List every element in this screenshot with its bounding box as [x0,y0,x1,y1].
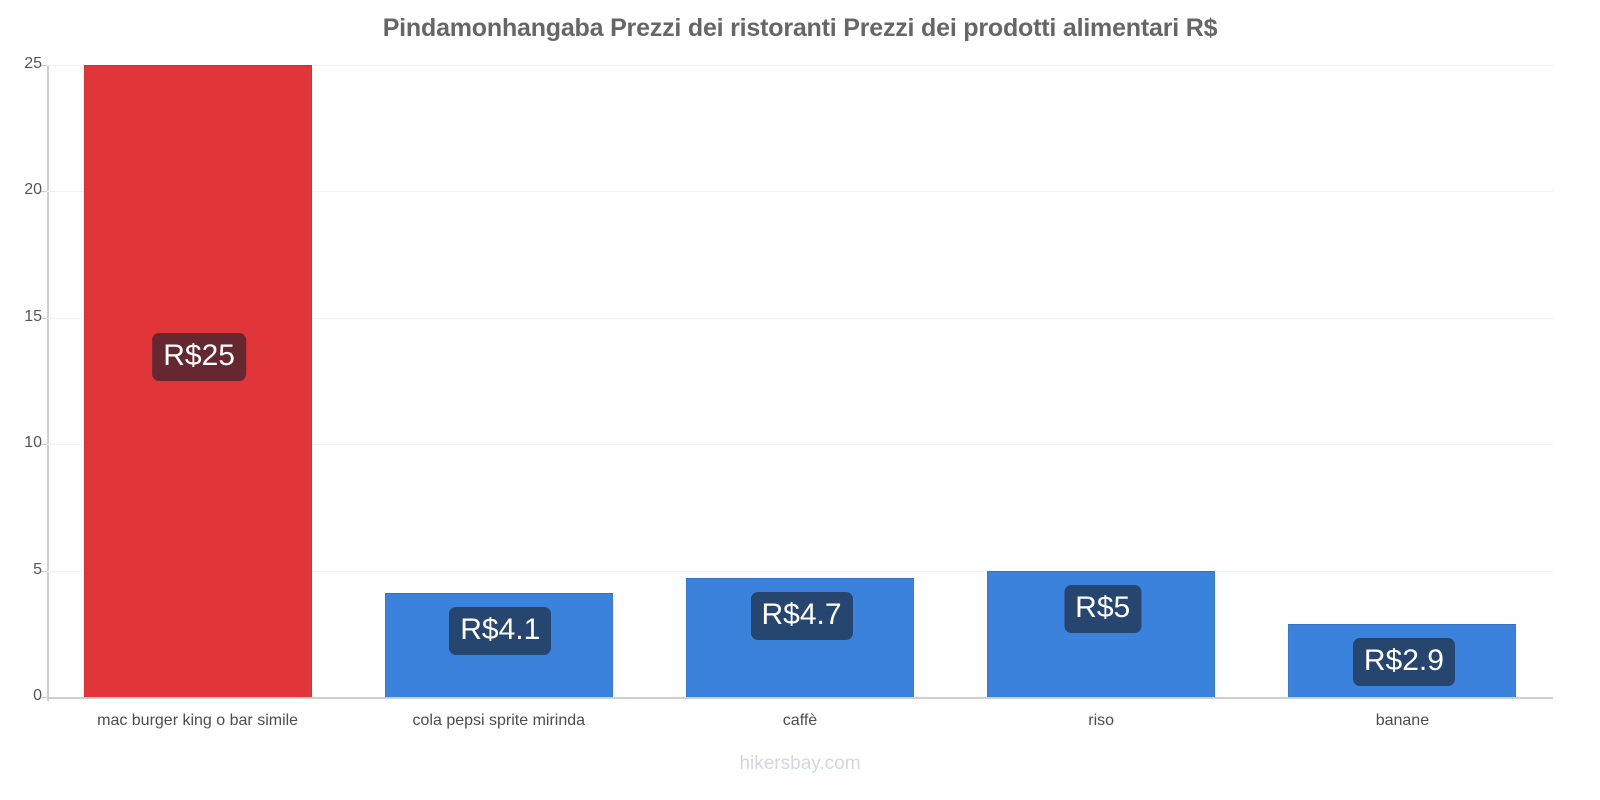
bar-value-badge: R$25 [152,332,246,381]
y-axis-tick-mark [41,697,47,698]
y-axis-tick-mark [41,444,47,446]
bar-value-badge: R$4.1 [449,607,552,656]
plot-area [47,65,1553,697]
x-axis-tick-label: banane [1375,712,1430,729]
bar-value-badge: R$2.9 [1352,637,1455,686]
x-axis-tick-label: riso [1088,712,1115,729]
gridline [47,317,1553,319]
y-axis-tick-label: 5 [33,560,42,578]
x-axis-tick-label: cola pepsi sprite mirinda [412,712,586,729]
y-axis-tick-label: 0 [33,687,42,704]
chart-title: Pindamonhangaba Prezzi dei ristoranti Pr… [382,14,1218,42]
bar-value-badge: R$4.7 [750,592,853,641]
y-axis-tick-label: 25 [24,55,42,72]
y-axis-tick-mark [41,65,47,66]
y-axis-tick-label: 10 [24,434,42,452]
gridline [47,65,1553,66]
x-axis-tick-label: mac burger king o bar simile [97,712,299,729]
y-axis-tick-label: 15 [24,307,42,325]
y-axis-tick-label: 20 [24,181,42,199]
gridline [47,570,1553,572]
watermark-label: hikersbay.com [739,753,861,774]
gridline [47,444,1553,446]
bar-value-badge: R$5 [1064,584,1142,633]
y-axis-line [47,65,49,701]
x-axis-tick-label: caffè [782,712,818,729]
y-axis-tick-mark [41,317,47,319]
bar[interactable] [83,65,312,697]
y-axis-tick-mark [41,570,47,572]
y-axis-tick-mark [41,191,47,193]
x-axis-line [47,697,1553,699]
gridline [47,191,1553,193]
